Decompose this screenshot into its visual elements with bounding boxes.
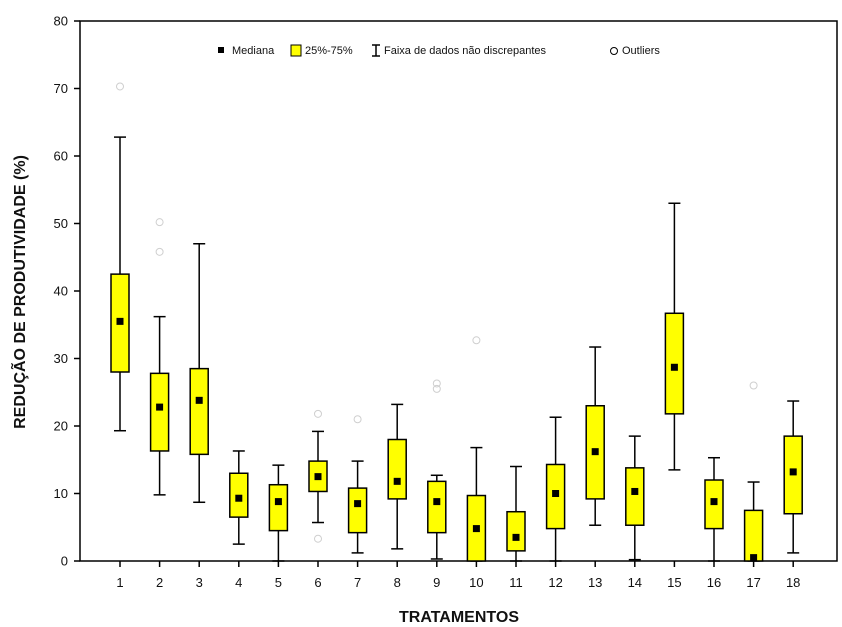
x-tick-label: 18: [786, 575, 800, 590]
x-tick-label: 3: [196, 575, 203, 590]
iqr-box: [625, 467, 645, 526]
box-group: [783, 400, 803, 554]
iqr-box: [427, 480, 447, 534]
median-marker: [472, 525, 480, 533]
y-tick-label: 70: [54, 81, 68, 96]
iqr-box: [189, 367, 209, 456]
y-axis: 0 10 20 30 40 50 60 70 80: [54, 14, 80, 569]
median-marker: [393, 477, 401, 485]
box-group: [149, 218, 170, 496]
x-tick-label: 1: [116, 575, 123, 590]
median-marker: [195, 396, 203, 404]
outlier-point: [353, 415, 362, 424]
x-tick-label: 11: [509, 575, 523, 590]
x-tick-label: 5: [275, 575, 282, 590]
median-marker: [591, 448, 599, 456]
outlier-point: [432, 384, 441, 393]
outlier-point: [432, 379, 441, 388]
y-tick-label: 80: [54, 14, 68, 29]
median-marker: [156, 403, 164, 411]
iqr-box: [268, 483, 289, 532]
box-group: [308, 409, 328, 543]
median-marker: [670, 363, 678, 371]
outlier-point: [314, 409, 322, 418]
box-group: [347, 415, 368, 554]
x-tick-label: 14: [628, 575, 642, 590]
outlier-point: [749, 381, 758, 390]
y-tick-label: 30: [54, 351, 68, 366]
box-group: [664, 202, 685, 471]
median-marker: [235, 494, 243, 502]
x-tick-label: 10: [469, 575, 483, 590]
x-axis-title: TRATAMENTOS: [399, 609, 519, 626]
legend-box-label: 25%-75%: [305, 45, 353, 57]
y-tick-label: 50: [54, 216, 68, 231]
y-tick-label: 10: [54, 486, 68, 501]
legend-whisker-label: Faixa de dados não discrepantes: [384, 45, 547, 57]
y-tick-label: 0: [61, 554, 68, 569]
median-marker: [354, 500, 362, 508]
legend-outlier-marker: [610, 47, 618, 55]
x-tick-label: 12: [548, 575, 562, 590]
legend-median-label: Mediana: [232, 45, 275, 57]
y-tick-label: 20: [54, 419, 68, 434]
y-tick-label: 40: [54, 284, 68, 299]
x-tick-label: 8: [394, 575, 401, 590]
median-marker: [512, 533, 520, 541]
x-tick-label: 17: [746, 575, 760, 590]
legend: Mediana 25%-75% Faixa de dados não discr…: [218, 44, 660, 57]
legend-whisker-icon: [372, 44, 380, 57]
median-marker: [552, 490, 560, 497]
x-tick-label: 7: [354, 575, 361, 590]
x-tick-label: 9: [433, 575, 440, 590]
median-marker: [433, 498, 441, 506]
x-axis: 1 2 3 4 5 6 7 8 9 10 11 12 13 14 15 16 17 18: [116, 561, 800, 590]
box-group: [268, 464, 289, 562]
iqr-box: [743, 509, 764, 562]
box-group: [506, 465, 526, 562]
box-group: [585, 346, 605, 526]
box-group: [545, 416, 566, 562]
box-group: [427, 379, 447, 560]
x-tick-label: 16: [707, 575, 721, 590]
median-marker: [314, 473, 322, 481]
box-group: [743, 381, 764, 562]
box-group: [466, 336, 487, 562]
box-group: [110, 82, 130, 432]
iqr-box: [149, 372, 170, 452]
legend-box-swatch: [290, 44, 302, 57]
iqr-box: [506, 510, 526, 552]
outlier-point: [314, 534, 322, 543]
median-marker: [274, 498, 282, 506]
outlier-point: [472, 336, 481, 345]
x-tick-label: 13: [588, 575, 602, 590]
legend-outlier-label: Outliers: [622, 45, 660, 57]
median-marker: [789, 468, 797, 476]
box-group: [189, 243, 209, 504]
plot-frame: [79, 20, 838, 562]
box-group: [387, 403, 407, 550]
box-group: [704, 456, 724, 562]
box-group: [625, 435, 645, 561]
iqr-box: [347, 487, 368, 534]
y-axis-title: REDUÇÃO DE PRODUTIVIDADE (%): [9, 155, 29, 429]
x-tick-label: 15: [667, 575, 681, 590]
iqr-box: [387, 438, 407, 500]
x-tick-label: 2: [156, 575, 163, 590]
legend-median-marker: [218, 47, 224, 53]
y-tick-label: 60: [54, 149, 68, 164]
median-marker: [116, 317, 124, 325]
outlier-point: [116, 82, 124, 91]
median-marker: [631, 487, 639, 495]
x-tick-label: 4: [235, 575, 242, 590]
median-marker: [750, 554, 758, 562]
median-marker: [710, 498, 718, 506]
iqr-box: [664, 312, 685, 415]
outlier-point: [155, 218, 164, 227]
box-group: [229, 450, 249, 545]
outlier-point: [155, 247, 164, 256]
box-series: [110, 82, 803, 562]
x-tick-label: 6: [314, 575, 321, 590]
